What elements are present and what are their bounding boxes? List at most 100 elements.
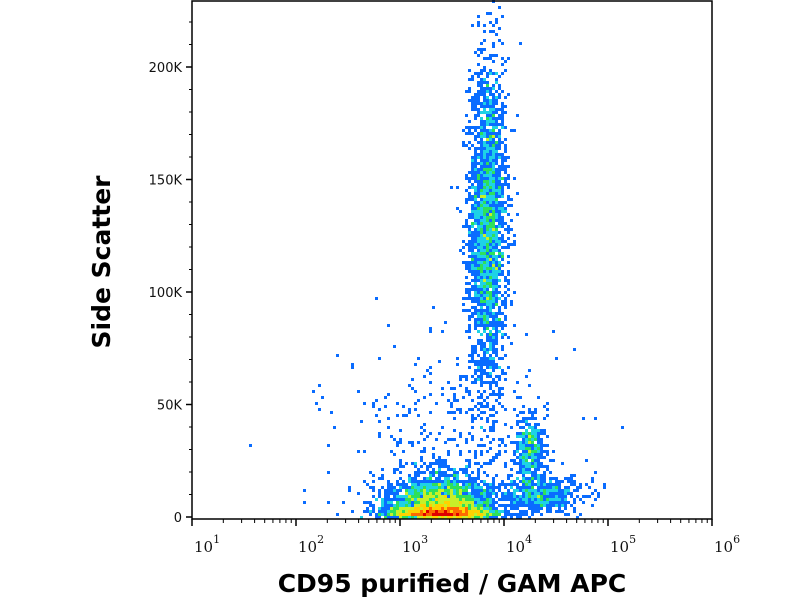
density-cell	[477, 516, 480, 519]
density-cell	[537, 453, 540, 456]
density-cell	[393, 453, 396, 456]
density-cell	[486, 153, 489, 156]
density-cell	[438, 456, 441, 459]
density-cell	[432, 492, 435, 495]
density-cell	[483, 492, 486, 495]
density-cell	[474, 135, 477, 138]
density-cell	[537, 441, 540, 444]
density-cell	[489, 375, 492, 378]
density-cell	[492, 414, 495, 417]
density-cell	[465, 330, 468, 333]
density-cell	[495, 339, 498, 342]
density-cell	[378, 489, 381, 492]
density-cell	[483, 135, 486, 138]
density-cell	[474, 114, 477, 117]
density-cell	[561, 480, 564, 483]
density-cell	[492, 255, 495, 258]
density-cell	[348, 489, 351, 492]
density-cell	[522, 411, 525, 414]
density-cell	[480, 174, 483, 177]
density-cell	[480, 156, 483, 159]
density-cell	[480, 246, 483, 249]
density-cell	[537, 432, 540, 435]
density-cell	[318, 408, 321, 411]
density-cell	[423, 429, 426, 432]
density-cell	[489, 114, 492, 117]
density-cell	[480, 252, 483, 255]
density-cell	[483, 516, 486, 519]
density-cell	[510, 504, 513, 507]
density-cell	[468, 78, 471, 81]
density-cell	[390, 489, 393, 492]
density-cell	[474, 300, 477, 303]
density-cell	[498, 192, 501, 195]
density-cell	[459, 249, 462, 252]
density-cell	[498, 87, 501, 90]
density-cell	[444, 480, 447, 483]
density-cell	[534, 432, 537, 435]
density-cell	[441, 507, 444, 510]
density-cell	[558, 483, 561, 486]
density-cell	[489, 297, 492, 300]
density-cell	[495, 117, 498, 120]
density-cell	[468, 474, 471, 477]
density-cell	[489, 99, 492, 102]
density-cell	[405, 462, 408, 465]
density-cell	[462, 495, 465, 498]
density-cell	[480, 375, 483, 378]
density-cell	[477, 171, 480, 174]
density-cell	[516, 489, 519, 492]
density-cell	[468, 336, 471, 339]
density-cell	[495, 159, 498, 162]
density-cell	[498, 486, 501, 489]
density-cell	[501, 126, 504, 129]
density-cell	[492, 102, 495, 105]
density-cell	[477, 468, 480, 471]
density-cell	[492, 486, 495, 489]
density-cell	[486, 144, 489, 147]
density-cell	[495, 21, 498, 24]
density-cell	[477, 354, 480, 357]
density-cell	[483, 99, 486, 102]
density-cell	[537, 489, 540, 492]
density-cell	[471, 144, 474, 147]
density-cell	[534, 450, 537, 453]
density-cell	[465, 492, 468, 495]
density-cell	[489, 447, 492, 450]
density-cell	[477, 297, 480, 300]
density-cell	[387, 513, 390, 516]
density-cell	[480, 159, 483, 162]
density-cell	[465, 198, 468, 201]
density-cell	[486, 90, 489, 93]
density-cell	[498, 174, 501, 177]
density-cell	[489, 429, 492, 432]
density-cell	[504, 228, 507, 231]
density-cell	[483, 354, 486, 357]
density-cell	[450, 483, 453, 486]
density-cell	[504, 300, 507, 303]
density-cell	[348, 486, 351, 489]
density-cell	[408, 495, 411, 498]
density-cell	[396, 498, 399, 501]
density-cell	[540, 441, 543, 444]
density-cell	[513, 240, 516, 243]
density-cell	[441, 465, 444, 468]
density-cell	[495, 375, 498, 378]
density-cell	[573, 348, 576, 351]
density-cell	[459, 480, 462, 483]
density-cell	[474, 453, 477, 456]
density-cell	[495, 153, 498, 156]
density-cell	[390, 504, 393, 507]
density-cell	[498, 291, 501, 294]
density-cell	[375, 516, 378, 519]
density-cell	[468, 270, 471, 273]
density-cell	[492, 291, 495, 294]
density-cell	[492, 84, 495, 87]
density-cell	[489, 93, 492, 96]
density-cell	[495, 96, 498, 99]
density-cell	[489, 165, 492, 168]
density-cell	[393, 495, 396, 498]
density-cell	[486, 285, 489, 288]
density-cell	[492, 180, 495, 183]
density-cell	[504, 318, 507, 321]
